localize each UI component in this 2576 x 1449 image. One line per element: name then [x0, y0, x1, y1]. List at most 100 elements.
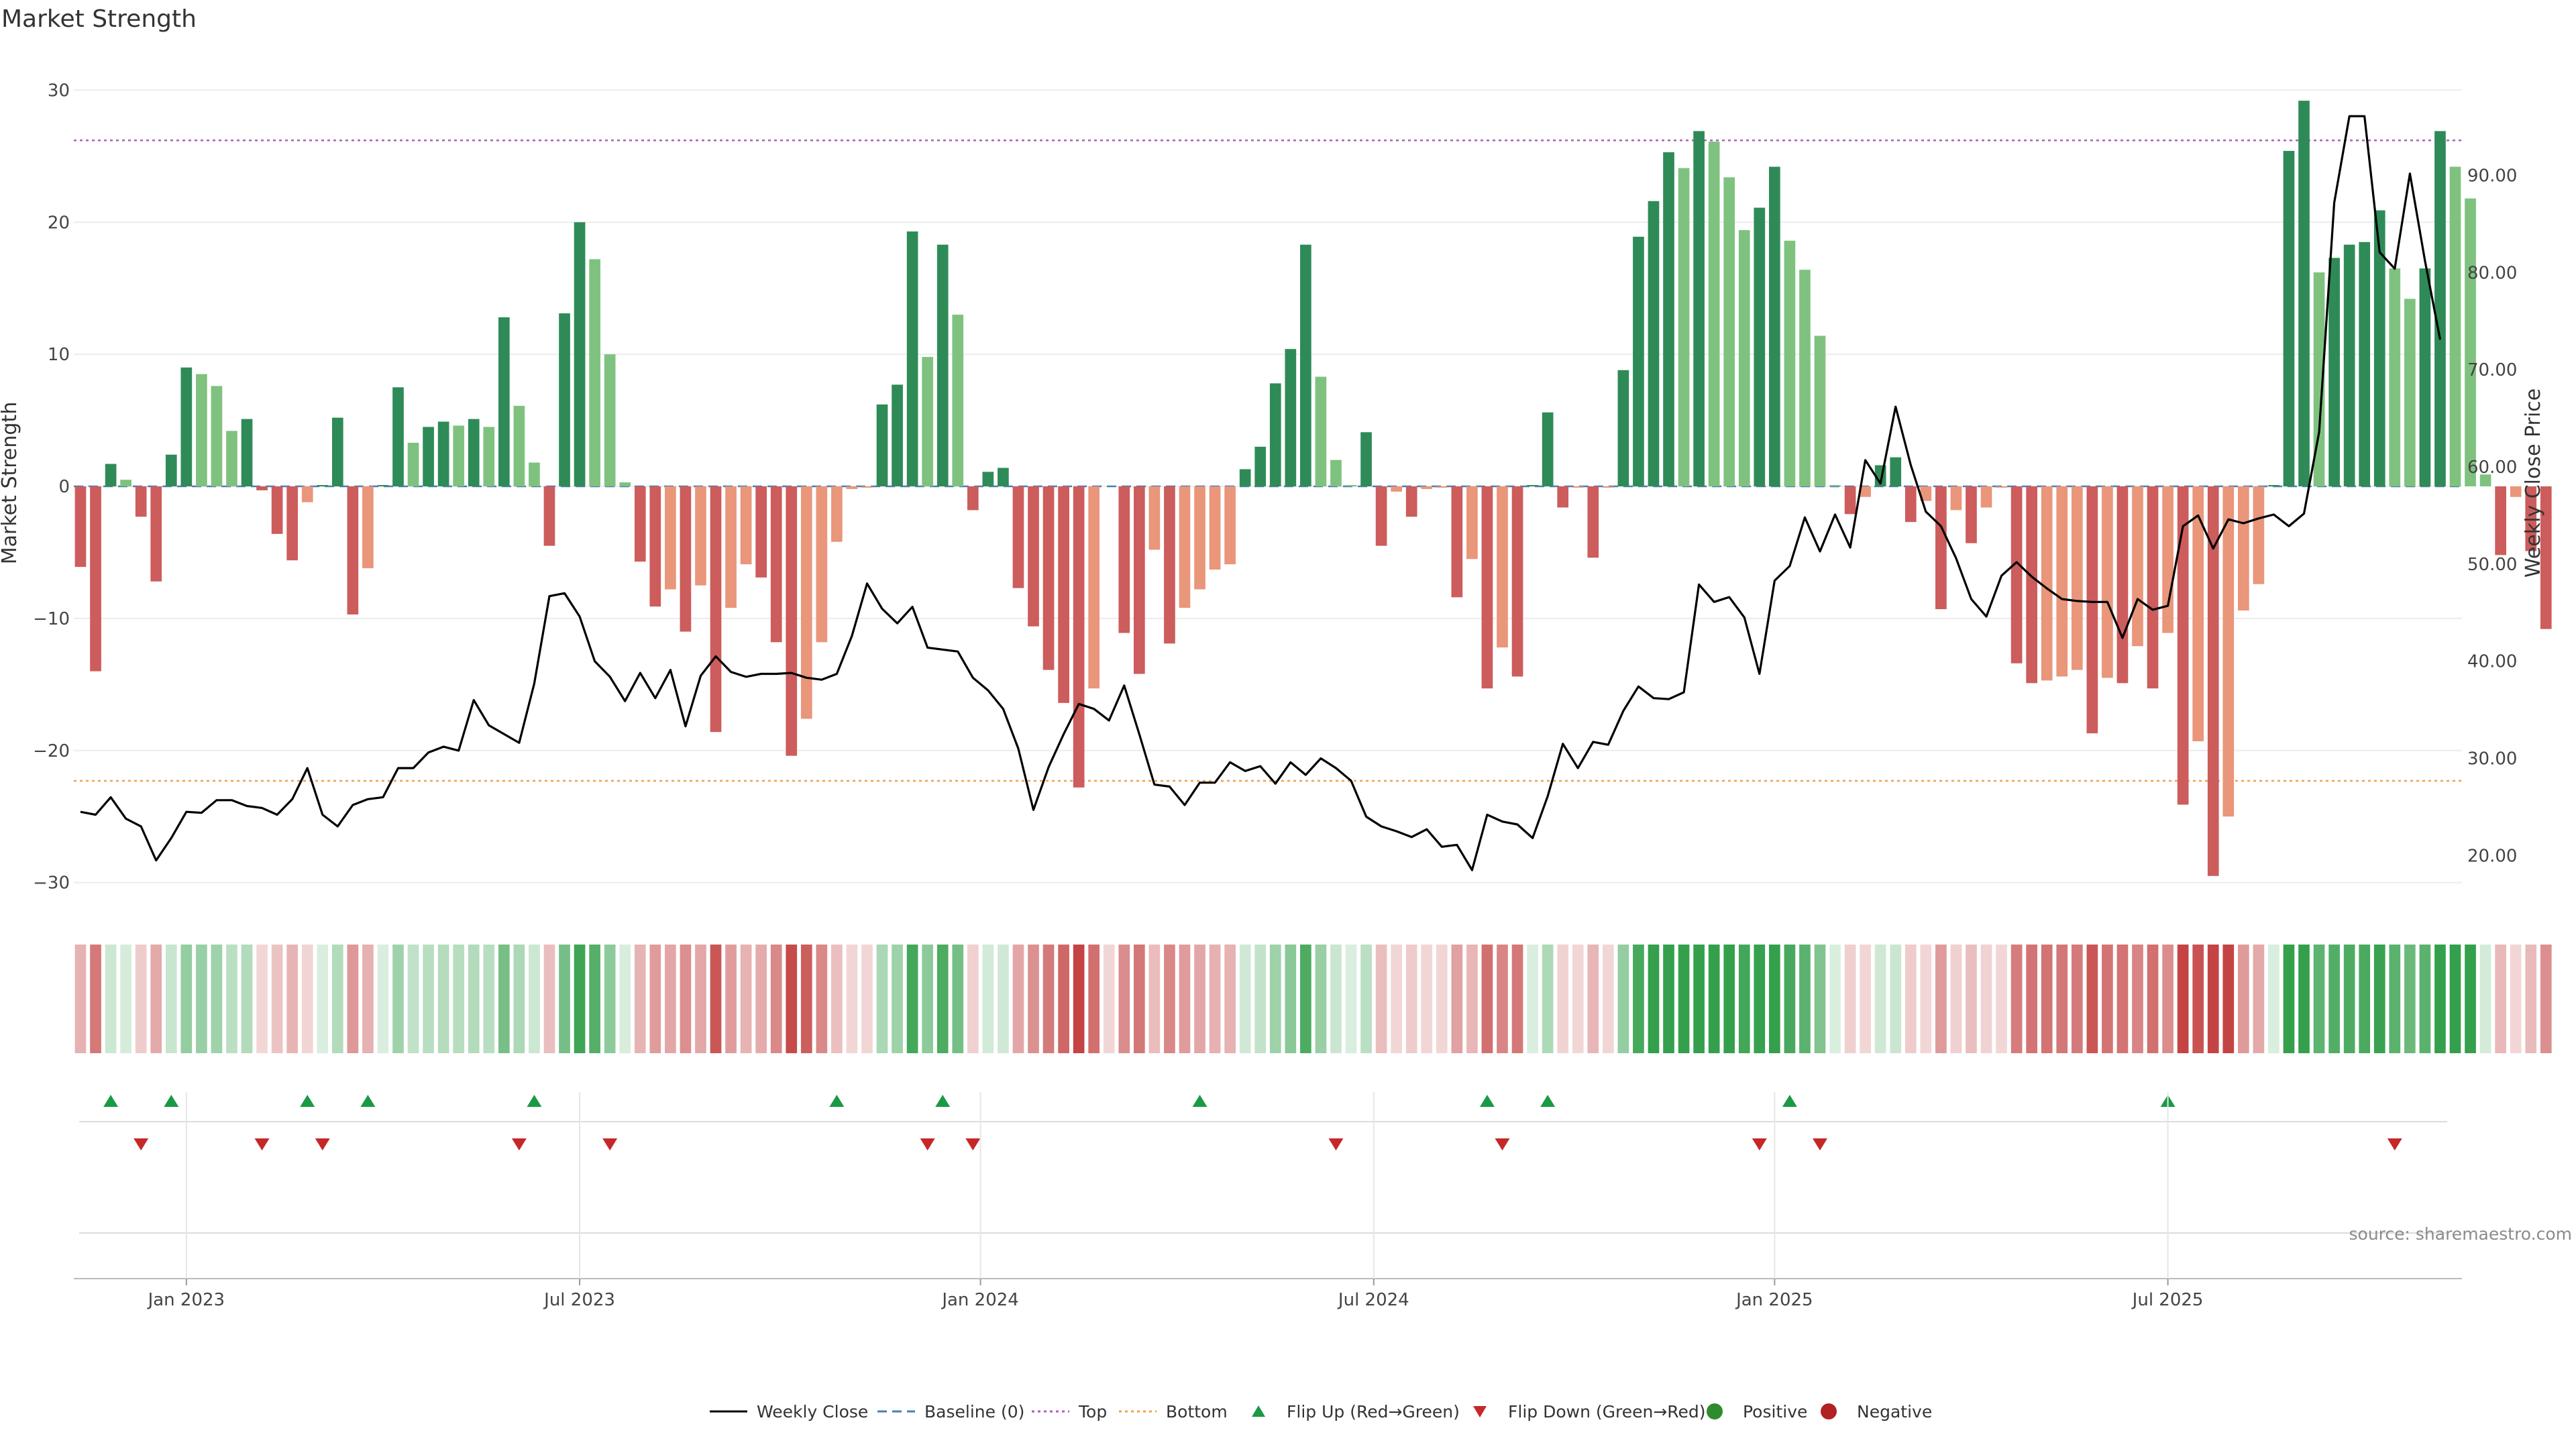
heat-cell	[513, 945, 525, 1053]
flip-up-marker	[1540, 1095, 1556, 1107]
strength-bar	[1209, 486, 1221, 570]
heat-cell	[936, 945, 949, 1053]
strength-bar	[1648, 201, 1660, 486]
strength-bar	[543, 486, 555, 546]
heat-cell	[1451, 945, 1463, 1053]
heat-cell	[1966, 945, 1977, 1053]
right-tick-label: 50.00	[2467, 555, 2517, 575]
flip-up-marker	[164, 1095, 179, 1107]
heat-cell	[301, 945, 313, 1053]
right-tick-label: 30.00	[2467, 749, 2517, 769]
strength-bar	[2056, 486, 2068, 677]
heat-cell	[1527, 945, 1538, 1053]
heat-cell	[180, 945, 193, 1053]
strength-bar	[453, 425, 465, 486]
heat-cell	[543, 945, 555, 1053]
heat-cell	[2283, 945, 2295, 1053]
heat-cell	[1890, 945, 1902, 1053]
strength-bar	[331, 417, 343, 486]
strength-bar	[1693, 131, 1705, 486]
strength-bar	[286, 486, 299, 561]
legend-label: Weekly Close	[757, 1402, 868, 1421]
strength-bar	[559, 313, 570, 486]
heat-cell	[786, 945, 798, 1053]
strength-bar	[1754, 207, 1766, 486]
strength-bar	[936, 244, 949, 486]
strength-bar	[1966, 486, 1977, 543]
strength-bar	[1254, 446, 1267, 486]
flip-down-marker	[965, 1138, 981, 1150]
strength-bar	[1194, 486, 1205, 590]
legend: Weekly Close Baseline (0) Top Bottom Flip Up…	[710, 1402, 1932, 1421]
flip-down-marker	[1752, 1138, 1767, 1150]
strength-bar	[725, 486, 737, 608]
strength-bar	[1164, 486, 1175, 644]
heat-cell	[2540, 945, 2552, 1053]
flip-down-marker	[315, 1138, 330, 1150]
heat-cell	[2222, 945, 2235, 1053]
heat-cell	[967, 945, 979, 1053]
strength-bar	[2525, 486, 2537, 551]
strength-bar	[1860, 486, 1871, 497]
x-tick-label: Jul 2024	[1337, 1290, 1409, 1310]
heat-cell	[1194, 945, 1205, 1053]
heat-cell	[256, 945, 268, 1053]
strength-bar	[1617, 370, 1629, 486]
strength-bar	[1042, 486, 1055, 670]
heat-cell	[1708, 945, 1720, 1053]
heat-cell	[740, 945, 752, 1053]
heat-cell	[1405, 945, 1417, 1053]
heat-cell	[2359, 945, 2371, 1053]
legend-label: Negative	[1857, 1402, 1932, 1421]
strength-bar	[317, 485, 329, 486]
x-tick-label: Jan 2025	[1735, 1290, 1813, 1310]
legend-label: Flip Up (Red→Green)	[1287, 1402, 1460, 1421]
flip-down-marker	[2387, 1138, 2402, 1150]
flip-up-marker	[103, 1095, 119, 1107]
heat-cell	[1723, 945, 1735, 1053]
strength-bar	[529, 462, 540, 486]
heat-cell	[1557, 945, 1569, 1053]
x-tick-label: Jan 2024	[941, 1290, 1019, 1310]
strength-bar	[740, 486, 752, 565]
x-tick-label: Jul 2025	[2131, 1290, 2204, 1310]
strength-bar	[392, 387, 404, 486]
strength-bar	[2434, 131, 2446, 486]
heat-cell	[1179, 945, 1191, 1053]
heat-cell	[286, 945, 299, 1053]
legend-label: Flip Down (Green→Red)	[1508, 1402, 1706, 1421]
strength-bar	[649, 486, 661, 607]
heat-cell	[1209, 945, 1221, 1053]
legend-label: Top	[1078, 1402, 1107, 1421]
strength-bar	[770, 486, 782, 643]
heat-cell	[1103, 945, 1115, 1053]
heat-cell	[559, 945, 570, 1053]
strength-bar	[619, 482, 631, 486]
strength-bar	[1708, 142, 1720, 486]
heat-cell	[196, 945, 207, 1053]
strength-bar	[1904, 486, 1917, 523]
strength-bar	[1738, 230, 1750, 486]
left-tick-label: 0	[58, 477, 70, 497]
heat-cell	[680, 945, 692, 1053]
strength-bar	[1360, 432, 1372, 486]
left-axis-ticks: 30 20 10 0 −10 −20 −30	[33, 80, 70, 893]
left-tick-label: 10	[48, 345, 70, 365]
strength-bar	[800, 486, 812, 719]
strength-bar	[165, 454, 177, 486]
heat-cell	[634, 945, 646, 1053]
strength-bar	[892, 384, 903, 486]
strength-bar	[2465, 198, 2476, 486]
left-tick-label: 30	[48, 80, 70, 101]
heat-cell	[2192, 945, 2204, 1053]
strength-bar	[1935, 486, 1947, 610]
weekly-close-line	[80, 115, 2442, 871]
strength-bar	[180, 367, 193, 486]
flip-down-marker	[133, 1138, 149, 1150]
heat-cell	[150, 945, 162, 1053]
right-tick-label: 20.00	[2467, 846, 2517, 866]
heat-cell	[755, 945, 767, 1053]
heat-cell	[1648, 945, 1660, 1053]
strength-bar	[1451, 486, 1463, 598]
